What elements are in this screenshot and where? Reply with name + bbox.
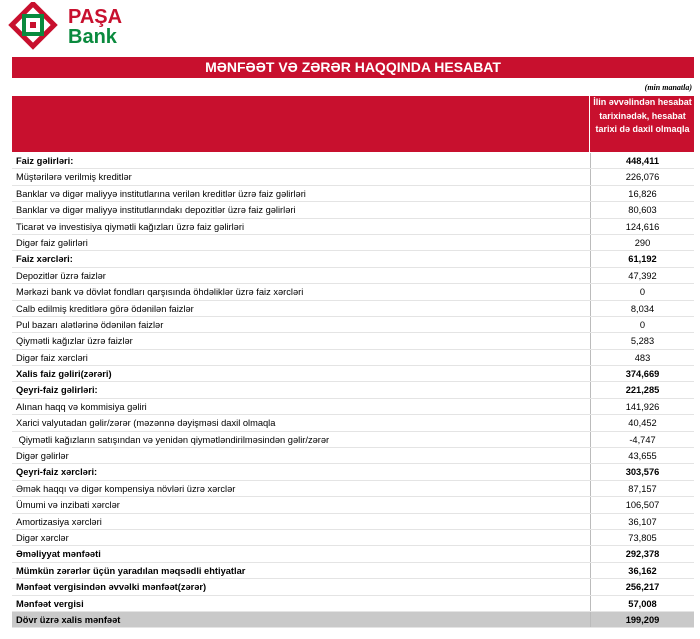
table-row: Faiz gəlirləri: 448,411 [12,153,694,170]
row-value: 448,411 [590,153,694,169]
row-value: 106,507 [590,497,694,513]
row-label: Digər xərclər [16,532,69,543]
row-value: 290 [590,234,694,251]
row-value: 0 [590,316,694,333]
row-label: Mənfəət vergisi [16,598,84,609]
table: Faiz gəlirləri: 448,411 Müştərilərə verilm… [12,153,694,629]
table-row: Digər gəlirlər 43,655 [12,448,694,465]
table-row: Qeyri-faiz xərcləri: 303,576 [12,464,694,481]
row-label: Mənfəət vergisindən əvvəlki mənfəət(zərə… [16,582,207,593]
row-label: Calb edilmiş kreditlərə görə ödənilən fa… [16,303,194,314]
logo: PAŞA Bank [8,2,122,50]
table-row: Qeyri-faiz gəlirləri: 221,285 [12,382,694,399]
row-value: 226,076 [590,169,694,185]
row-label: Əməliyyat mənfəəti [16,549,101,560]
row-value: 36,107 [590,513,694,529]
row-label: Qeyri-faiz xərcləri: [16,467,98,478]
table-row: Mənfəət vergisi 57,008 [12,595,694,612]
row-label: Digər faiz xərcləri [16,352,88,363]
row-value: 374,669 [590,366,694,382]
row-value: 5,283 [590,333,694,349]
row-value: 47,392 [590,267,694,284]
row-label: Alınan haqq və kommisiya gəliri [16,401,147,412]
table-row: Əməliyyat mənfəəti 292,378 [12,546,694,563]
row-value: 199,209 [590,611,694,628]
row-label: Müştərilərə verilmiş kreditlər [16,172,132,183]
row-label: Digər faiz gəlirləri [16,237,88,248]
table-row: Mərkəzi bank və dövlət fondları qarşısın… [12,284,694,301]
table-row: Pul bazarı alətlərinə ödənilən faizlər 0 [12,316,694,334]
row-value: 57,008 [590,595,694,611]
table-row: Ticarət və investisiya qiymətli kağızlar… [12,218,694,235]
row-label: Banklar və digər maliyyə institutlarına … [16,188,306,199]
row-value: 303,576 [590,464,694,480]
row-value: 8,034 [590,300,694,316]
row-value: 221,285 [590,382,694,398]
row-label: Qiymətli kağızların satışından və yenidə… [16,434,330,445]
row-label: Dövr üzrə xalis mənfəət [16,614,121,625]
row-label: Faiz gəlirləri: [16,156,74,166]
row-value: 16,826 [590,185,694,202]
row-value: 483 [590,349,694,366]
table-row: Banklar və digər maliyyə institutlarında… [12,202,694,219]
logo-name: PAŞA [68,6,122,28]
table-row: Amortizasiya xərcləri 36,107 [12,513,694,530]
row-label: Depozitlər üzrə faizlər [16,270,106,281]
table-row: Faiz xərcləri: 61,192 [12,251,694,268]
row-label: Pul bazarı alətlərinə ödənilən faizlər [16,319,164,330]
table-header: İlin əvvəlindən hesabat tarixinədək, hes… [12,96,694,152]
row-label: Qiymətli kağızlar üzrə faizlər [16,336,133,347]
table-row: Banklar və digər maliyyə institutlarına … [12,185,694,203]
row-label: Mümkün zərərlər üçün yaradılan məqsədli … [16,565,246,576]
table-row: Digər faiz gəlirləri 290 [12,234,694,252]
row-value: 80,603 [590,202,694,218]
title: MƏNFƏƏT VƏ ZƏRƏR HAQQINDA HESABAT [12,57,694,78]
row-value: 256,217 [590,579,694,595]
table-row: Qiymətli kağızlar üzrə faizlər 5,283 [12,333,694,350]
row-value: 61,192 [590,251,694,267]
table-row: Digər faiz xərcləri 483 [12,349,694,367]
row-label: Qeyri-faiz gəlirləri: [16,385,98,396]
table-row: Mənfəət vergisindən əvvəlki mənfəət(zərə… [12,579,694,596]
table-row: Depozitlər üzrə faizlər 47,392 [12,267,694,285]
row-label: Ümumi və inzibati xərclər [16,500,120,511]
table-row: Dövr üzrə xalis mənfəət 199,209 [12,611,694,629]
row-label: Əmək haqqı və digər kompensiya növləri ü… [16,483,236,494]
table-row: Calb edilmiş kreditlərə görə ödənilən fa… [12,300,694,317]
row-value: 0 [590,284,694,300]
table-row: Xalis faiz gəliri(zərəri) 374,669 [12,366,694,383]
row-value: 36,162 [590,562,694,579]
row-value: 87,157 [590,480,694,497]
row-label: Faiz xərcləri: [16,254,73,265]
row-value: 124,616 [590,218,694,234]
row-label: Amortizasiya xərcləri [16,516,102,527]
table-row: Qiymətli kağızların satışından və yenidə… [12,431,694,449]
row-label: Banklar və digər maliyyə institutlarında… [16,205,296,216]
row-value: 292,378 [590,546,694,562]
table-row: Müştərilərə verilmiş kreditlər 226,076 [12,169,694,186]
table-row: Əmək haqqı və digər kompensiya növləri ü… [12,480,694,498]
table-row: Alınan haqq və kommisiya gəliri 141,926 [12,398,694,416]
row-value: -4,747 [590,431,694,448]
column-header: İlin əvvəlindən hesabat tarixinədək, hes… [589,96,695,152]
row-label: Ticarət və investisiya qiymətli kağızlar… [16,221,245,232]
table-row: Mümkün zərərlər üçün yaradılan məqsədli … [12,562,694,580]
row-value: 141,926 [590,398,694,415]
unit-note: (min manatla) [644,83,692,92]
table-row: Xarici valyutadan gəlir/zərər (məzənnə d… [12,415,694,432]
row-label: Xalis faiz gəliri(zərəri) [16,369,112,380]
row-value: 40,452 [590,415,694,431]
table-row: Ümumi və inzibati xərclər 106,507 [12,497,694,514]
row-label: Xarici valyutadan gəlir/zərər (məzənnə d… [16,418,276,429]
logo-sub: Bank [68,26,118,48]
row-value: 73,805 [590,529,694,546]
row-label: Digər gəlirlər [16,451,69,462]
row-value: 43,655 [590,448,694,464]
table-row: Digər xərclər 73,805 [12,529,694,547]
row-label: Mərkəzi bank və dövlət fondları qarşısın… [16,287,304,298]
